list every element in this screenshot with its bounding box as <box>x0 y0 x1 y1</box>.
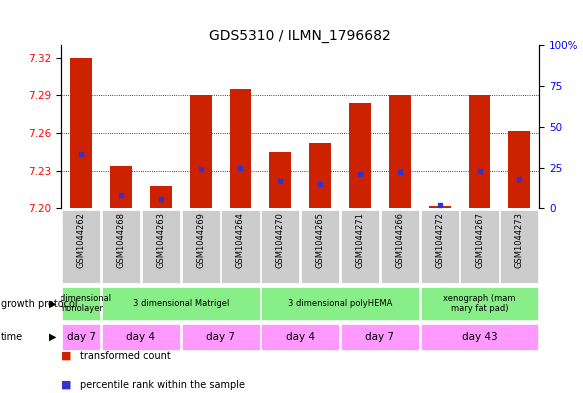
Text: GSM1044269: GSM1044269 <box>196 212 205 268</box>
Text: GSM1044271: GSM1044271 <box>356 212 364 268</box>
Text: ■: ■ <box>61 380 72 390</box>
Bar <box>102 287 259 320</box>
Text: day 7: day 7 <box>66 332 96 342</box>
Text: transformed count: transformed count <box>80 351 171 361</box>
Text: day 4: day 4 <box>286 332 315 342</box>
Bar <box>261 324 339 350</box>
Bar <box>102 324 180 350</box>
Bar <box>181 210 220 283</box>
Text: growth protocol: growth protocol <box>1 299 77 309</box>
Bar <box>261 210 300 283</box>
Text: percentile rank within the sample: percentile rank within the sample <box>80 380 245 390</box>
Bar <box>389 95 411 208</box>
Text: GSM1044266: GSM1044266 <box>395 212 405 268</box>
Bar <box>222 210 259 283</box>
Text: time: time <box>1 332 23 342</box>
Bar <box>189 95 212 208</box>
Bar <box>508 130 531 208</box>
Text: 3 dimensional Matrigel: 3 dimensional Matrigel <box>132 299 229 308</box>
Title: GDS5310 / ILMN_1796682: GDS5310 / ILMN_1796682 <box>209 29 391 43</box>
Text: GSM1044267: GSM1044267 <box>475 212 484 268</box>
Bar <box>70 58 92 208</box>
Bar <box>269 152 292 208</box>
Text: 3 dimensional polyHEMA: 3 dimensional polyHEMA <box>288 299 392 308</box>
Bar <box>110 165 132 208</box>
Bar <box>150 186 172 208</box>
Text: 2 dimensional
monolayer: 2 dimensional monolayer <box>51 294 111 313</box>
Text: GSM1044268: GSM1044268 <box>117 212 125 268</box>
Bar <box>420 210 459 283</box>
Bar <box>341 210 379 283</box>
Bar <box>261 287 419 320</box>
Bar <box>500 210 539 283</box>
Bar <box>102 210 140 283</box>
Bar <box>420 287 539 320</box>
Bar <box>429 206 451 208</box>
Bar <box>301 210 339 283</box>
Text: day 7: day 7 <box>366 332 395 342</box>
Text: xenograph (mam
mary fat pad): xenograph (mam mary fat pad) <box>443 294 516 313</box>
Bar <box>420 324 539 350</box>
Bar <box>341 324 419 350</box>
Text: GSM1044262: GSM1044262 <box>76 212 86 268</box>
Text: GSM1044270: GSM1044270 <box>276 212 285 268</box>
Text: ■: ■ <box>61 351 72 361</box>
Bar <box>349 103 371 208</box>
Bar <box>62 324 100 350</box>
Bar <box>309 143 331 208</box>
Bar <box>469 95 490 208</box>
Text: ▶: ▶ <box>49 299 56 309</box>
Bar <box>381 210 419 283</box>
Text: GSM1044273: GSM1044273 <box>515 212 524 268</box>
Bar <box>461 210 498 283</box>
Text: GSM1044263: GSM1044263 <box>156 212 166 268</box>
Text: day 4: day 4 <box>127 332 156 342</box>
Text: day 43: day 43 <box>462 332 497 342</box>
Bar <box>181 324 259 350</box>
Text: GSM1044272: GSM1044272 <box>435 212 444 268</box>
Bar <box>62 210 100 283</box>
Bar <box>142 210 180 283</box>
Text: GSM1044265: GSM1044265 <box>315 212 325 268</box>
Text: day 7: day 7 <box>206 332 235 342</box>
Text: ▶: ▶ <box>49 332 56 342</box>
Text: GSM1044264: GSM1044264 <box>236 212 245 268</box>
Bar <box>230 89 251 208</box>
Bar <box>62 287 100 320</box>
